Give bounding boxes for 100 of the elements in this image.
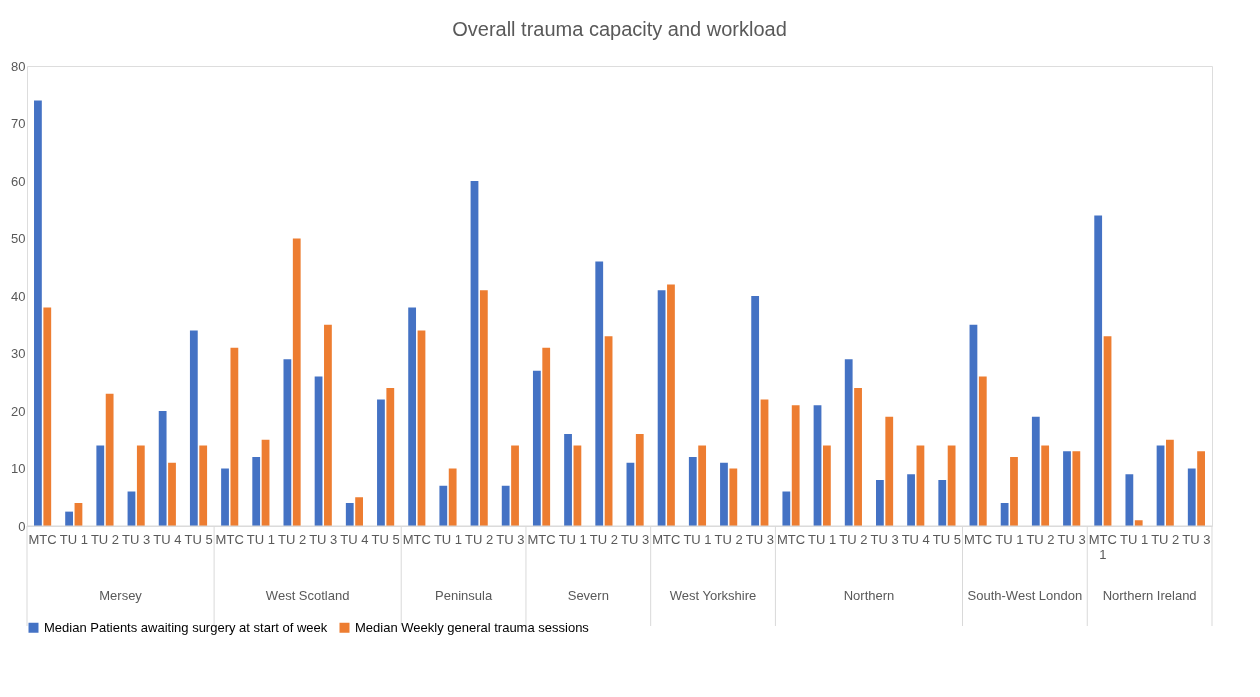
x-tick-label: MTC — [964, 532, 993, 547]
bar — [43, 307, 52, 526]
x-tick-label: TU 4 — [340, 532, 369, 547]
bar — [791, 405, 800, 526]
y-tick-label: 30 — [11, 346, 26, 361]
bar — [168, 462, 176, 526]
bar — [875, 480, 884, 526]
x-tick-label: TU 5 — [184, 532, 213, 547]
bar — [720, 462, 728, 526]
x-tick-label: MTC — [776, 532, 806, 547]
bar — [448, 468, 457, 526]
bar — [355, 497, 364, 526]
bar — [1010, 457, 1018, 526]
y-tick-label: 50 — [11, 231, 26, 246]
x-tick-label: TU 1 — [59, 532, 88, 547]
bar — [105, 393, 114, 526]
bar — [479, 290, 488, 526]
bar — [542, 347, 551, 526]
legend-label: Median Weekly general trauma sessions — [355, 619, 590, 635]
bar — [470, 181, 479, 526]
y-tick-label: 80 — [11, 58, 26, 74]
x-tick-label: TU 1 — [246, 532, 275, 547]
bar — [377, 399, 385, 526]
bar — [501, 485, 510, 526]
bar — [439, 485, 448, 526]
x-tick-label: TU 3 — [745, 532, 774, 547]
x-tick-label: TU 3 — [122, 532, 151, 547]
bar — [1166, 439, 1174, 526]
bar — [595, 261, 604, 526]
x-tick-label: TU 2 — [589, 532, 618, 547]
bar — [844, 359, 853, 526]
x-tick-label: TU 1 — [433, 532, 463, 547]
bar — [1094, 215, 1103, 526]
x-tick-label: MTC — [527, 532, 556, 547]
bar — [564, 434, 572, 526]
bar — [1041, 445, 1050, 526]
bar — [283, 359, 292, 526]
bar — [408, 307, 417, 526]
text: Mersey — [99, 588, 143, 603]
x-tick-label: TU 3 — [870, 532, 899, 547]
bar — [1031, 416, 1040, 526]
x-tick-label: TU 5 — [371, 532, 400, 547]
bar — [511, 445, 519, 526]
x-tick-label: TU 2 — [1151, 532, 1180, 547]
y-tick-label: 70 — [11, 116, 26, 131]
bar — [1197, 451, 1205, 526]
text: Northern — [843, 588, 895, 603]
x-tick-label: TU 1 — [808, 532, 837, 547]
x-tick-label: TU 1 — [1119, 532, 1149, 547]
x-tick-label: TU 1 — [558, 532, 587, 547]
bar — [635, 434, 644, 526]
x-tick-label: TU 3 — [496, 532, 525, 547]
bar — [65, 511, 73, 526]
bar — [667, 284, 675, 526]
x-tick-label: TU 3 — [309, 532, 338, 547]
x-tick-label: TU 2 — [277, 532, 307, 547]
bar — [158, 411, 167, 526]
bar — [252, 457, 261, 526]
y-tick-label: 20 — [11, 403, 26, 419]
text: Northern Ireland — [1102, 588, 1197, 603]
y-tick-label: 0 — [18, 518, 26, 534]
bar — [386, 388, 395, 526]
x-tick-label: TU 2 — [90, 532, 120, 547]
text: West Yorkshire — [669, 588, 757, 603]
x-tick-label: TU 3 — [621, 532, 650, 547]
bar — [324, 324, 332, 526]
bar — [938, 480, 947, 526]
bar — [345, 503, 354, 526]
bar — [230, 347, 239, 526]
bar — [1063, 451, 1071, 526]
bar — [822, 445, 831, 526]
bar — [221, 468, 229, 526]
x-tick-label: MTC — [28, 532, 57, 547]
bar — [1125, 474, 1134, 526]
x-tick-label: TU 2 — [714, 532, 743, 547]
bar — [292, 238, 301, 526]
bar — [96, 445, 105, 526]
y-tick-label: 10 — [11, 461, 26, 476]
bar — [907, 474, 915, 526]
x-tick-label: MTC — [215, 532, 244, 547]
y-tick-label: 40 — [11, 288, 26, 304]
bar — [34, 100, 42, 526]
bar — [199, 445, 208, 526]
bar — [532, 370, 541, 526]
text: Severn — [567, 588, 609, 603]
text: South-West London — [967, 588, 1083, 603]
bar — [1072, 451, 1081, 526]
x-tick-label: TU 2 — [465, 532, 494, 547]
text: West Scotland — [265, 588, 350, 603]
bar — [1000, 503, 1009, 526]
text: Peninsula — [435, 588, 493, 603]
bar — [1187, 468, 1196, 526]
x-tick-label: TU 3 — [1057, 532, 1086, 547]
bar — [782, 491, 791, 526]
bar — [698, 445, 707, 526]
legend-label: Median Patients awaiting surgery at start of week — [44, 619, 328, 635]
x-tick-label: MTC — [652, 532, 681, 547]
bar — [751, 296, 760, 526]
x-tick-label: TU 5 — [932, 532, 962, 547]
x-tick-label: TU 1 — [683, 532, 712, 547]
